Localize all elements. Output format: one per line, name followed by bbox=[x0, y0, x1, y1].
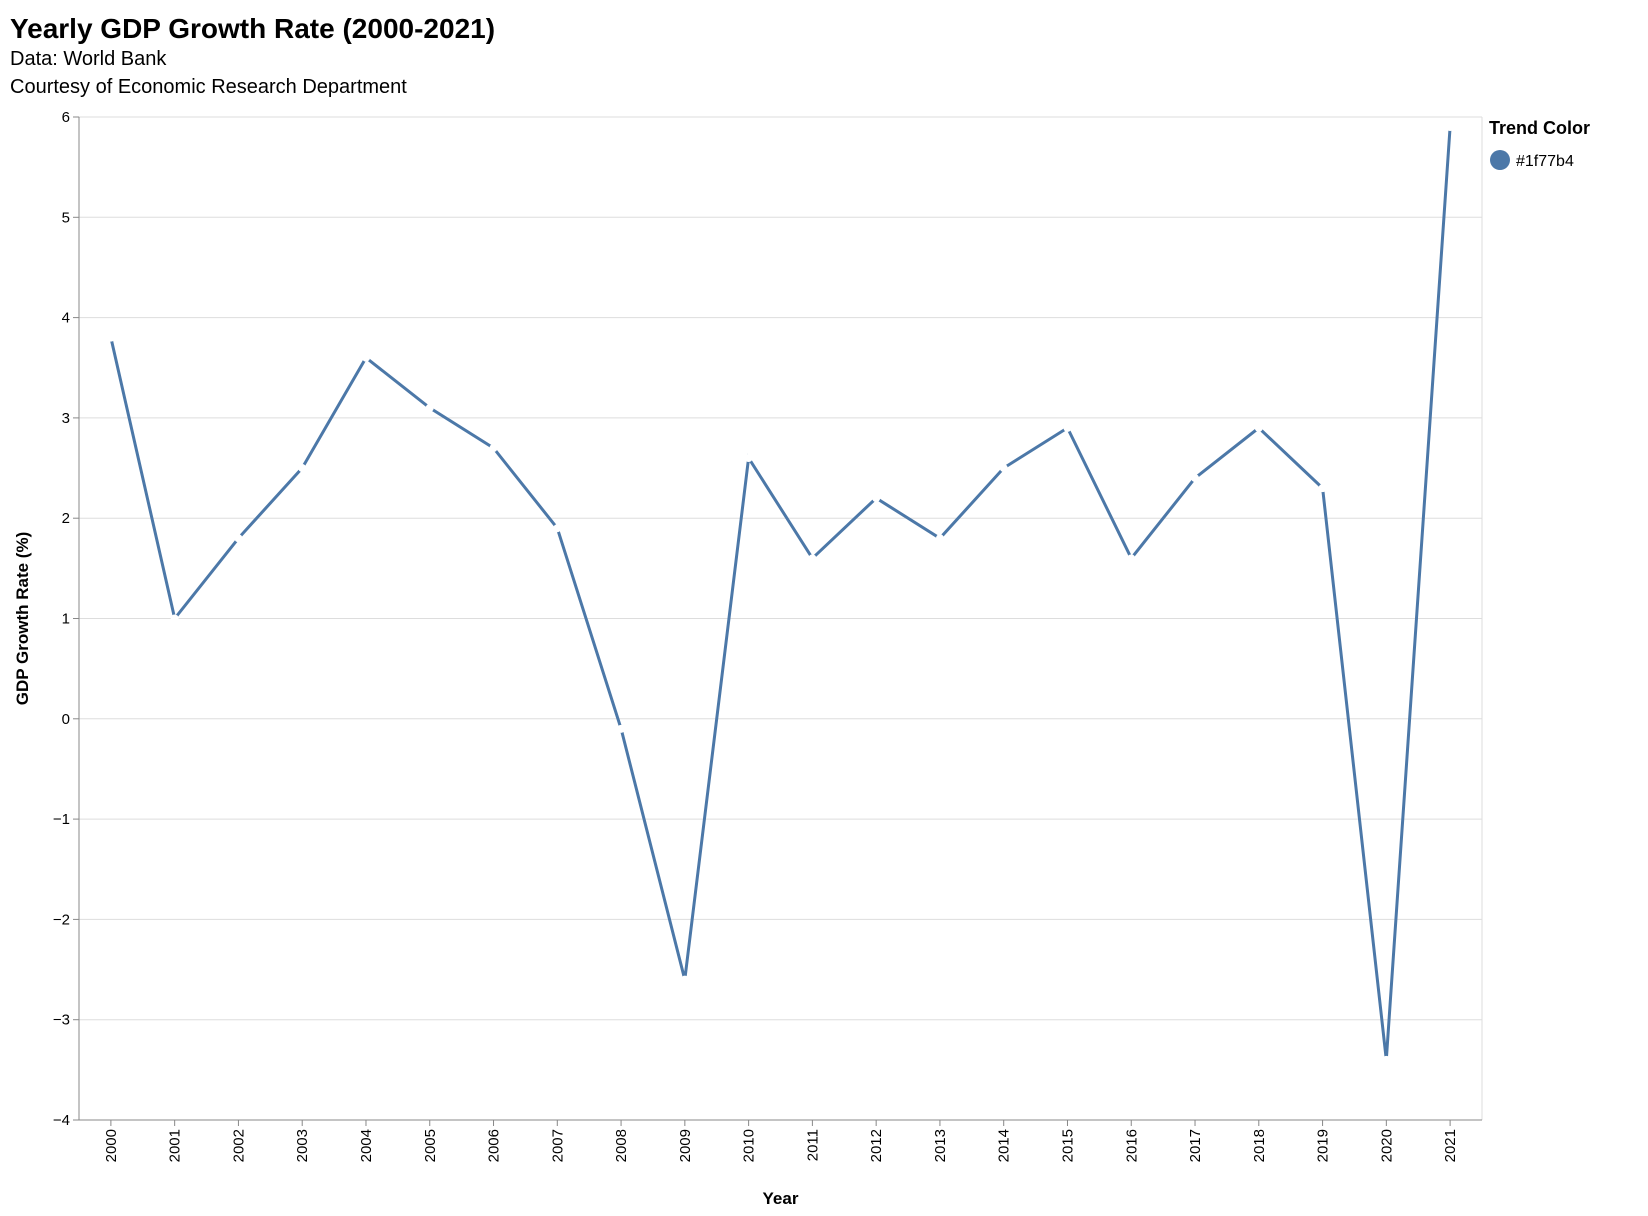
data-point-2017 bbox=[1191, 474, 1200, 483]
data-point-2020 bbox=[1382, 1055, 1391, 1064]
x-tick-label: 2003 bbox=[294, 1129, 311, 1162]
x-axis-title: Year bbox=[763, 1189, 799, 1208]
data-point-2013 bbox=[935, 534, 944, 543]
x-tick-label: 2010 bbox=[741, 1129, 758, 1162]
data-point-2007 bbox=[553, 524, 562, 533]
chart-subtitle-credit: Courtesy of Economic Research Department bbox=[10, 76, 407, 98]
y-tick-label: −4 bbox=[53, 1112, 70, 1129]
y-tick-label: 1 bbox=[62, 611, 70, 628]
data-points bbox=[106, 123, 1455, 1064]
data-point-2004 bbox=[361, 353, 370, 362]
data-point-2005 bbox=[425, 403, 434, 412]
x-tick-label: 2019 bbox=[1315, 1129, 1332, 1162]
x-tick-label: 2009 bbox=[677, 1129, 694, 1162]
y-tick-label: −2 bbox=[53, 911, 70, 928]
legend: Trend Color #1f77b4 bbox=[1489, 118, 1590, 170]
x-tick-label: 2012 bbox=[868, 1129, 885, 1162]
data-point-2008 bbox=[617, 724, 626, 733]
x-tick-label: 2008 bbox=[613, 1129, 630, 1162]
data-point-2014 bbox=[999, 464, 1008, 473]
x-tick-label: 2014 bbox=[996, 1129, 1013, 1162]
x-tick-label: 2020 bbox=[1378, 1129, 1395, 1162]
legend-swatch-circle bbox=[1490, 150, 1510, 170]
axes: −4 −3 −2 −1 0 1 2 3 4 5 6 2000 2001 2002 2003 2004 2005 2… bbox=[53, 109, 1482, 1162]
chart-title: Yearly GDP Growth Rate (2000-2021) bbox=[10, 13, 495, 44]
x-tick-label: 2021 bbox=[1442, 1129, 1459, 1162]
x-tick-label: 2002 bbox=[230, 1129, 247, 1162]
data-point-2010 bbox=[744, 454, 753, 463]
data-point-2016 bbox=[1127, 554, 1136, 563]
data-point-2019 bbox=[1318, 484, 1327, 493]
grid-lines bbox=[79, 116, 1483, 1121]
chart-subtitle-source: Data: World Bank bbox=[10, 48, 167, 70]
gdp-growth-line bbox=[109, 126, 1452, 1060]
data-point-2015 bbox=[1063, 423, 1072, 432]
data-point-2003 bbox=[298, 464, 307, 473]
data-point-2021 bbox=[1446, 123, 1455, 132]
y-tick-label: 3 bbox=[62, 410, 70, 427]
x-tick-label: 2004 bbox=[358, 1129, 375, 1162]
data-point-2011 bbox=[808, 554, 817, 563]
legend-title: Trend Color bbox=[1489, 118, 1590, 138]
x-tick-label: 2007 bbox=[549, 1129, 566, 1162]
x-tick-label: 2013 bbox=[932, 1129, 949, 1162]
y-tick-label: 0 bbox=[62, 711, 70, 728]
data-point-2002 bbox=[234, 534, 243, 543]
data-point-2012 bbox=[872, 494, 881, 503]
data-point-2009 bbox=[680, 975, 689, 984]
x-tick-label: 2001 bbox=[167, 1129, 184, 1162]
legend-item-label: #1f77b4 bbox=[1516, 153, 1574, 170]
data-point-2006 bbox=[489, 443, 498, 452]
x-tick-label: 2000 bbox=[103, 1129, 120, 1162]
series-line-layer bbox=[109, 126, 1452, 1060]
x-tick-label: 2011 bbox=[804, 1129, 821, 1161]
y-tick-label: 4 bbox=[62, 310, 70, 327]
data-point-2000 bbox=[106, 333, 115, 342]
y-tick-label: −1 bbox=[53, 811, 70, 828]
x-tick-label: 2005 bbox=[422, 1129, 439, 1162]
y-axis-title: GDP Growth Rate (%) bbox=[13, 532, 32, 705]
x-tick-label: 2015 bbox=[1059, 1129, 1076, 1162]
x-tick-label: 2018 bbox=[1251, 1129, 1268, 1162]
y-tick-label: −3 bbox=[53, 1012, 70, 1029]
x-tick-label: 2017 bbox=[1187, 1129, 1204, 1162]
y-tick-label: 6 bbox=[62, 109, 70, 126]
x-tick-label: 2006 bbox=[486, 1129, 503, 1162]
data-point-2018 bbox=[1254, 423, 1263, 432]
y-tick-label: 5 bbox=[62, 209, 70, 226]
y-tick-label: 2 bbox=[62, 510, 70, 527]
x-tick-label: 2016 bbox=[1123, 1129, 1140, 1162]
data-point-2001 bbox=[170, 614, 179, 623]
